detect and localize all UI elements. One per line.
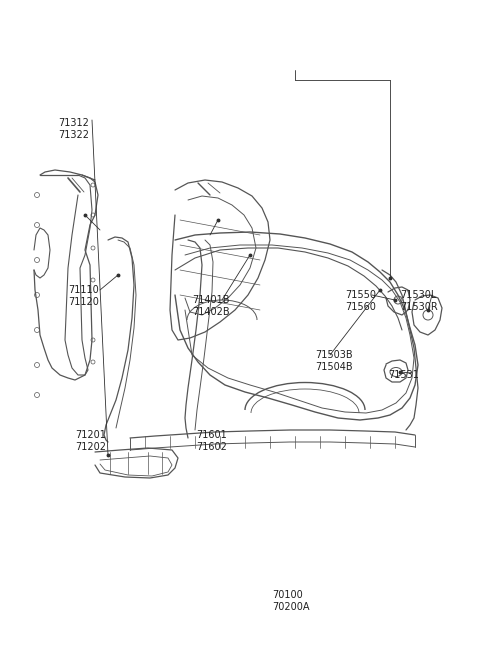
Text: 71601
71602: 71601 71602: [196, 430, 227, 451]
Text: 70100
70200A: 70100 70200A: [272, 590, 310, 612]
Text: 71550
71560: 71550 71560: [345, 290, 376, 312]
Text: 71503B
71504B: 71503B 71504B: [315, 350, 353, 371]
Text: 71531: 71531: [388, 370, 419, 380]
Text: 71530L
71530R: 71530L 71530R: [400, 290, 438, 312]
Text: 71201
71202: 71201 71202: [75, 430, 106, 451]
Text: 71401B
71402B: 71401B 71402B: [192, 295, 229, 316]
Text: 71312
71322: 71312 71322: [58, 118, 89, 140]
Text: 71110
71120: 71110 71120: [68, 285, 99, 307]
